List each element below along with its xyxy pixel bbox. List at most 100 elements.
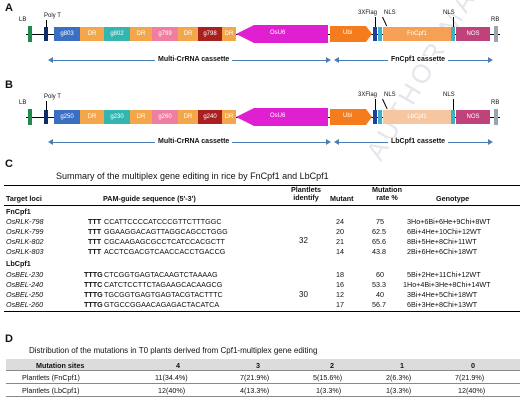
cassette1-arrow-left [48,57,53,63]
osu6-promoter-arrow-b [236,108,328,126]
nls-tick-2 [453,17,454,27]
table-d-bottom-rule [6,396,520,397]
row-pam: TTT [88,237,102,246]
cassette2-label-b: LbCpf1 cassette [388,138,449,145]
poly-t-label: Poly T [44,13,61,19]
row-seq: CCATTCCCCATCCCGTTCTTTGGC [104,217,222,226]
lbcpf1-gene: LbCpf1 [383,110,451,124]
header-mutant: Mutant [330,194,354,203]
row-rate: 75 [376,217,384,226]
row-label: Plantlets (FnCpf1) [22,373,80,382]
ubi-label-b: Ubi [343,113,353,119]
row-seq: ACCTCGACGTCAACCACCTGACCG [104,247,226,256]
dr-b-3: DR [178,110,198,124]
panel-letter-b: B [5,79,13,91]
row-genotype: 5Bi+2He+11Chi+12WT [407,270,481,279]
dr-2: DR [130,27,152,41]
row-locus: OsBEL-230 [6,270,44,279]
flag-tick [375,17,376,27]
row-pam: TTTG [84,290,103,299]
lb-border-b [28,109,32,125]
row-locus: OsRLK-803 [6,247,44,256]
nls-block-b-2 [451,110,455,124]
osu6-promoter-arrow [236,25,328,43]
group-fncpf1-plantlets: 32 [299,236,308,245]
panel-letter-c: C [5,158,13,170]
nls-block-1 [378,27,382,41]
header-sites-1: 1 [400,361,404,370]
ubi-label: Ubi [343,30,353,36]
panel-letter-a: A [5,2,13,14]
row-mutant: 18 [336,270,344,279]
row-mutant: 17 [336,300,344,309]
group-fncpf1-label: FnCpf1 [6,207,31,216]
poly-t-tick-b [46,101,47,110]
dr-4: DR [222,27,236,41]
cassette2-arrow-right-b [488,139,493,145]
row-mutant: 16 [336,280,344,289]
row-cell: 12(40%) [158,386,186,395]
nls-tick-b-2 [453,99,454,110]
row-rate: 40 [376,290,384,299]
header-target-loci: Target loci [6,194,42,203]
row-locus: OsBEL-260 [6,300,44,309]
guide-g230: g230 [104,110,130,124]
ubi-promoter [330,26,372,42]
row-rate: 43.8 [372,247,386,256]
row-locus: OsBEL-240 [6,280,44,289]
table-d-header-rule [6,370,520,371]
row-rate: 62.5 [372,227,386,236]
row-locus: OsRLK-802 [6,237,44,246]
rb-border [494,26,498,42]
cassette1-label-b: Multi-CrRNA cassette [155,138,233,145]
cassette2-arrow-right [488,57,493,63]
row-rate: 53.3 [372,280,386,289]
dr-b-2: DR [130,110,152,124]
row-genotype: 3Bi+4He+5Chi+18WT [407,290,478,299]
nls-label-2: NLS [443,10,455,16]
flag-label: 3XFlag [358,10,378,16]
row-mutant: 21 [336,237,344,246]
table-c-top-rule [4,185,520,186]
row-cell: 1(3.3%) [316,386,342,395]
header-genotype: Genotype [436,194,470,203]
row-rate: 60 [376,270,384,279]
nls-block-2 [451,27,455,41]
row-cell: 2(6.3%) [386,373,412,382]
poly-t-tick [46,20,47,28]
table-d-row-rule [6,383,520,384]
rb-label-b: RB [491,100,500,106]
table-c-title: Summary of the multiplex gene editing in… [56,171,329,181]
row-genotype: 1Ho+4Bi+3He+8Chi+14WT [403,280,491,289]
group-lbcpf1-plantlets: 30 [299,290,308,299]
nls-label-b-1: NLS [384,92,396,98]
header-plantlets: Plantlets identify [291,185,321,202]
guide-g802: g802 [104,27,130,41]
row-cell: 7(21.9%) [240,373,270,382]
row-cell: 1(3.3%) [386,386,412,395]
table-c-header-rule [4,205,520,206]
table-d-header-bg [6,359,520,370]
nls-label-b-2: NLS [443,92,455,98]
row-pam: TTTC [84,280,103,289]
row-cell: 11(34.4%) [155,373,188,382]
rb-border-b [494,109,498,125]
nls-label-1: NLS [384,10,396,16]
row-genotype: 6Bi+3He+8Chi+13WT [407,300,478,309]
row-mutant: 24 [336,217,344,226]
poly-t-block [44,27,48,41]
row-cell: 7(21.9%) [455,373,485,382]
fncpf1-gene: FnCpf1 [383,27,451,41]
header-sites-3: 3 [256,361,260,370]
row-seq: GGAAGGACAGTTAGGCAGCCTGGG [104,227,228,236]
row-mutant: 12 [336,290,344,299]
row-locus: OsRLK-798 [6,217,44,226]
row-genotype: 2Bi+6He+6Chi+18WT [407,247,478,256]
poly-t-block-b [44,110,48,124]
guide-g799: g799 [152,27,178,41]
row-seq: TGCGGTGAGTGAGTACGTACTTTC [104,290,223,299]
dr-b-1: DR [80,110,104,124]
dr-1: DR [80,27,104,41]
header-mutation-rate: Mutation rate % [372,185,402,202]
osu6-label: OsU6 [270,30,286,36]
